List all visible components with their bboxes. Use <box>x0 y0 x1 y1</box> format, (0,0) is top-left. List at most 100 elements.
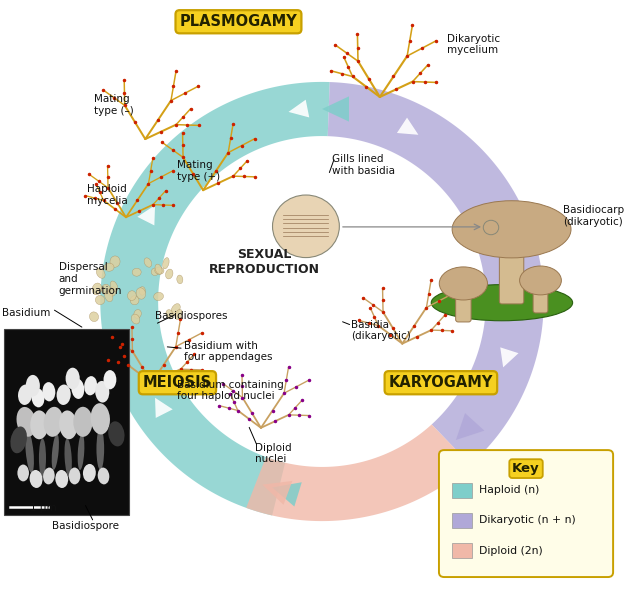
FancyBboxPatch shape <box>452 482 472 498</box>
Ellipse shape <box>97 428 104 470</box>
Polygon shape <box>397 118 419 135</box>
Polygon shape <box>488 216 506 236</box>
Ellipse shape <box>30 470 43 488</box>
Ellipse shape <box>98 467 109 484</box>
Ellipse shape <box>520 266 562 295</box>
Polygon shape <box>328 82 544 465</box>
Ellipse shape <box>97 268 105 279</box>
Polygon shape <box>289 99 309 118</box>
Text: MEIOSIS: MEIOSIS <box>143 375 212 390</box>
Text: Key: Key <box>512 462 540 475</box>
Polygon shape <box>322 96 349 122</box>
Text: Basidiospores: Basidiospores <box>155 311 227 321</box>
Polygon shape <box>246 425 470 521</box>
Text: Dikaryotic
mycelium: Dikaryotic mycelium <box>448 34 500 55</box>
Ellipse shape <box>108 421 124 446</box>
Ellipse shape <box>73 407 93 437</box>
Ellipse shape <box>134 309 141 318</box>
Ellipse shape <box>175 309 182 320</box>
Ellipse shape <box>90 312 99 321</box>
Ellipse shape <box>66 368 80 390</box>
FancyBboxPatch shape <box>452 513 472 528</box>
FancyBboxPatch shape <box>456 281 471 322</box>
Ellipse shape <box>104 291 113 302</box>
Ellipse shape <box>431 285 573 321</box>
Ellipse shape <box>452 201 571 258</box>
Text: Dikaryotic (n + n): Dikaryotic (n + n) <box>479 516 576 525</box>
Text: KARYOGAMY: KARYOGAMY <box>389 375 493 390</box>
Circle shape <box>272 195 339 257</box>
Ellipse shape <box>52 434 59 470</box>
Ellipse shape <box>43 467 55 484</box>
Ellipse shape <box>26 375 40 397</box>
Ellipse shape <box>151 268 158 276</box>
Text: Dispersal
and
germination: Dispersal and germination <box>59 262 122 295</box>
Ellipse shape <box>69 467 80 484</box>
FancyBboxPatch shape <box>4 329 129 515</box>
FancyBboxPatch shape <box>452 543 472 558</box>
Ellipse shape <box>128 291 136 300</box>
Polygon shape <box>500 347 518 367</box>
Ellipse shape <box>95 295 105 305</box>
Text: PLASMOGAMY: PLASMOGAMY <box>180 14 298 30</box>
FancyBboxPatch shape <box>439 450 613 577</box>
Polygon shape <box>272 482 302 507</box>
Text: Mating
type (+): Mating type (+) <box>177 160 220 182</box>
Ellipse shape <box>154 292 164 300</box>
Ellipse shape <box>171 304 180 315</box>
Ellipse shape <box>163 257 169 269</box>
Ellipse shape <box>155 264 162 274</box>
Ellipse shape <box>101 284 110 295</box>
Ellipse shape <box>109 287 116 296</box>
Text: Basidium: Basidium <box>2 308 50 318</box>
Text: Basidium with
four appendages: Basidium with four appendages <box>184 341 272 362</box>
Ellipse shape <box>17 407 36 437</box>
Ellipse shape <box>104 370 117 390</box>
Ellipse shape <box>18 385 32 405</box>
Ellipse shape <box>132 268 141 276</box>
Ellipse shape <box>155 267 164 274</box>
Ellipse shape <box>104 263 114 271</box>
Ellipse shape <box>59 411 77 439</box>
Text: Mating
type (–): Mating type (–) <box>94 94 133 116</box>
Text: Gills lined
with basidia: Gills lined with basidia <box>332 154 395 175</box>
Ellipse shape <box>43 382 55 402</box>
Ellipse shape <box>110 256 120 267</box>
Text: SEXUAL
REPRODUCTION: SEXUAL REPRODUCTION <box>209 248 319 276</box>
Text: Basidium containing
four haploid nuclei: Basidium containing four haploid nuclei <box>177 380 284 402</box>
Ellipse shape <box>44 407 63 437</box>
FancyBboxPatch shape <box>533 278 548 313</box>
Text: Diploid
nuclei: Diploid nuclei <box>254 443 291 464</box>
Ellipse shape <box>64 438 72 478</box>
Ellipse shape <box>131 314 140 324</box>
Text: Diploid (2n): Diploid (2n) <box>479 546 543 555</box>
Text: Haploid
mycelia: Haploid mycelia <box>88 184 128 206</box>
Ellipse shape <box>78 434 84 470</box>
Text: Haploid (n): Haploid (n) <box>479 485 540 496</box>
Text: Basidia
(dikaryotic): Basidia (dikaryotic) <box>351 320 411 341</box>
Ellipse shape <box>95 381 109 403</box>
Ellipse shape <box>91 403 110 434</box>
Ellipse shape <box>32 388 44 408</box>
Ellipse shape <box>25 431 34 473</box>
Ellipse shape <box>92 283 102 295</box>
Ellipse shape <box>57 385 71 405</box>
Polygon shape <box>456 413 484 440</box>
Text: Basidiocarp
(dikaryotic): Basidiocarp (dikaryotic) <box>563 205 624 227</box>
Ellipse shape <box>55 470 68 488</box>
Ellipse shape <box>144 258 152 267</box>
Polygon shape <box>262 481 292 505</box>
Ellipse shape <box>83 464 96 482</box>
Ellipse shape <box>84 376 97 396</box>
Ellipse shape <box>177 275 183 284</box>
FancyBboxPatch shape <box>499 227 524 304</box>
Text: Basidiospore: Basidiospore <box>52 521 119 531</box>
Polygon shape <box>100 82 330 516</box>
Ellipse shape <box>10 426 27 453</box>
Ellipse shape <box>130 295 139 305</box>
Ellipse shape <box>166 269 173 279</box>
Polygon shape <box>137 205 155 226</box>
Ellipse shape <box>439 267 488 300</box>
Ellipse shape <box>136 288 146 299</box>
Ellipse shape <box>39 438 46 478</box>
